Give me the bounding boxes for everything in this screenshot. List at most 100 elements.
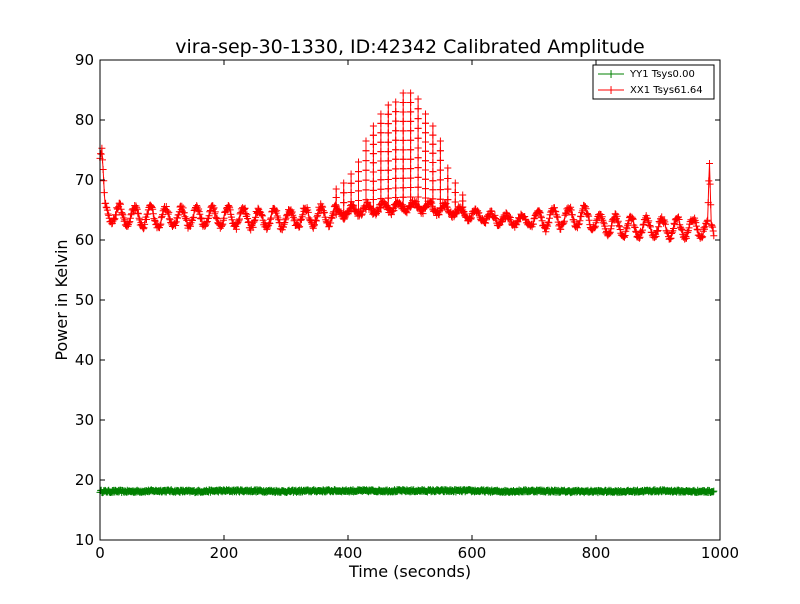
data-point-marker — [283, 212, 291, 220]
data-point-marker — [621, 233, 628, 241]
data-point-marker — [692, 219, 700, 227]
data-point-marker — [644, 218, 652, 226]
data-point-marker — [362, 186, 370, 194]
series-xx1 — [96, 89, 718, 243]
data-point-marker — [114, 204, 122, 212]
data-point-marker — [325, 222, 333, 230]
data-point-marker — [387, 211, 395, 219]
data-point-marker — [332, 201, 340, 209]
data-point-marker — [194, 206, 202, 214]
data-point-marker — [162, 203, 170, 210]
data-point-marker — [560, 217, 568, 225]
data-point-marker — [124, 222, 132, 230]
data-point-marker — [182, 215, 190, 223]
data-point-marker — [414, 105, 422, 113]
data-point-marker — [220, 214, 228, 222]
data-point-marker — [140, 224, 148, 232]
data-point-marker — [399, 99, 407, 106]
data-point-marker — [203, 218, 211, 225]
data-point-marker — [290, 217, 298, 225]
data-point-marker — [399, 127, 407, 135]
data-point-marker — [299, 211, 307, 219]
data-point-marker — [501, 215, 509, 223]
data-point-marker — [629, 215, 637, 222]
data-point-marker — [419, 210, 427, 218]
data-point-marker — [296, 216, 304, 224]
y-tick-label: 90 — [75, 51, 94, 69]
data-point-marker — [613, 212, 621, 220]
data-point-marker — [429, 186, 437, 194]
data-point-marker — [591, 224, 599, 232]
data-point-marker — [355, 197, 362, 204]
data-point-marker — [384, 101, 392, 109]
data-point-marker — [429, 195, 437, 203]
data-point-marker — [429, 177, 437, 185]
data-point-marker — [429, 140, 437, 148]
data-point-marker — [384, 110, 392, 118]
data-point-marker — [671, 220, 679, 228]
data-point-marker — [593, 217, 601, 225]
data-point-marker — [216, 224, 224, 232]
y-axis-label: Power in Kelvin — [52, 239, 71, 360]
data-point-marker — [369, 150, 377, 158]
data-point-marker — [694, 226, 702, 234]
data-point-marker — [384, 185, 392, 193]
data-point-marker — [407, 155, 415, 163]
data-point-marker — [332, 194, 340, 201]
data-point-marker — [377, 148, 385, 156]
data-point-marker — [635, 234, 643, 242]
data-point-marker — [232, 225, 240, 233]
data-point-marker — [422, 166, 429, 174]
data-point-marker — [414, 173, 422, 181]
data-point-marker — [645, 217, 653, 225]
data-point-marker — [212, 213, 220, 221]
data-point-marker — [412, 199, 420, 207]
data-point-marker — [252, 213, 260, 221]
data-point-marker — [608, 222, 615, 230]
data-point-marker — [110, 216, 118, 224]
data-point-marker — [537, 214, 545, 222]
data-point-marker — [340, 199, 348, 207]
data-point-marker — [327, 214, 335, 221]
data-point-marker — [295, 223, 303, 231]
data-point-marker — [624, 220, 632, 228]
data-point-marker — [257, 210, 265, 218]
data-point-marker — [451, 189, 459, 196]
data-point-marker — [203, 218, 211, 226]
data-point-marker — [343, 211, 351, 219]
data-point-marker — [311, 221, 318, 229]
data-point-marker — [289, 213, 297, 221]
data-point-marker — [236, 215, 243, 223]
data-point-marker — [707, 201, 715, 209]
y-tick-label: 10 — [75, 531, 94, 549]
data-point-marker — [318, 202, 326, 210]
data-point-marker — [620, 232, 628, 240]
data-point-marker — [704, 216, 712, 224]
data-point-marker — [407, 108, 415, 116]
data-point-marker — [575, 220, 583, 228]
data-point-marker — [544, 222, 552, 230]
data-point-marker — [329, 209, 337, 217]
data-point-marker — [121, 216, 129, 224]
data-point-marker — [452, 210, 460, 218]
data-point-marker — [444, 196, 452, 204]
data-point-marker — [661, 220, 669, 228]
data-point-marker — [392, 165, 400, 173]
data-point-marker — [362, 166, 370, 174]
data-point-marker — [407, 165, 415, 173]
data-point-marker — [241, 205, 248, 213]
data-point-marker — [538, 217, 546, 225]
data-point-marker — [399, 193, 407, 201]
data-point-marker — [332, 211, 340, 219]
data-point-marker — [436, 176, 444, 184]
data-point-marker — [631, 224, 639, 231]
x-tick-label: 600 — [458, 544, 487, 562]
data-point-marker — [621, 232, 629, 239]
ticks-layer: 0 200 400 600 800 1000 10 20 30 40 50 60 70 80 90 — [75, 51, 739, 562]
data-point-marker — [258, 211, 266, 219]
data-point-marker — [710, 487, 718, 495]
data-point-marker — [491, 211, 499, 219]
data-point-marker — [506, 214, 514, 221]
data-point-marker — [369, 140, 377, 148]
data-point-marker — [392, 146, 400, 154]
